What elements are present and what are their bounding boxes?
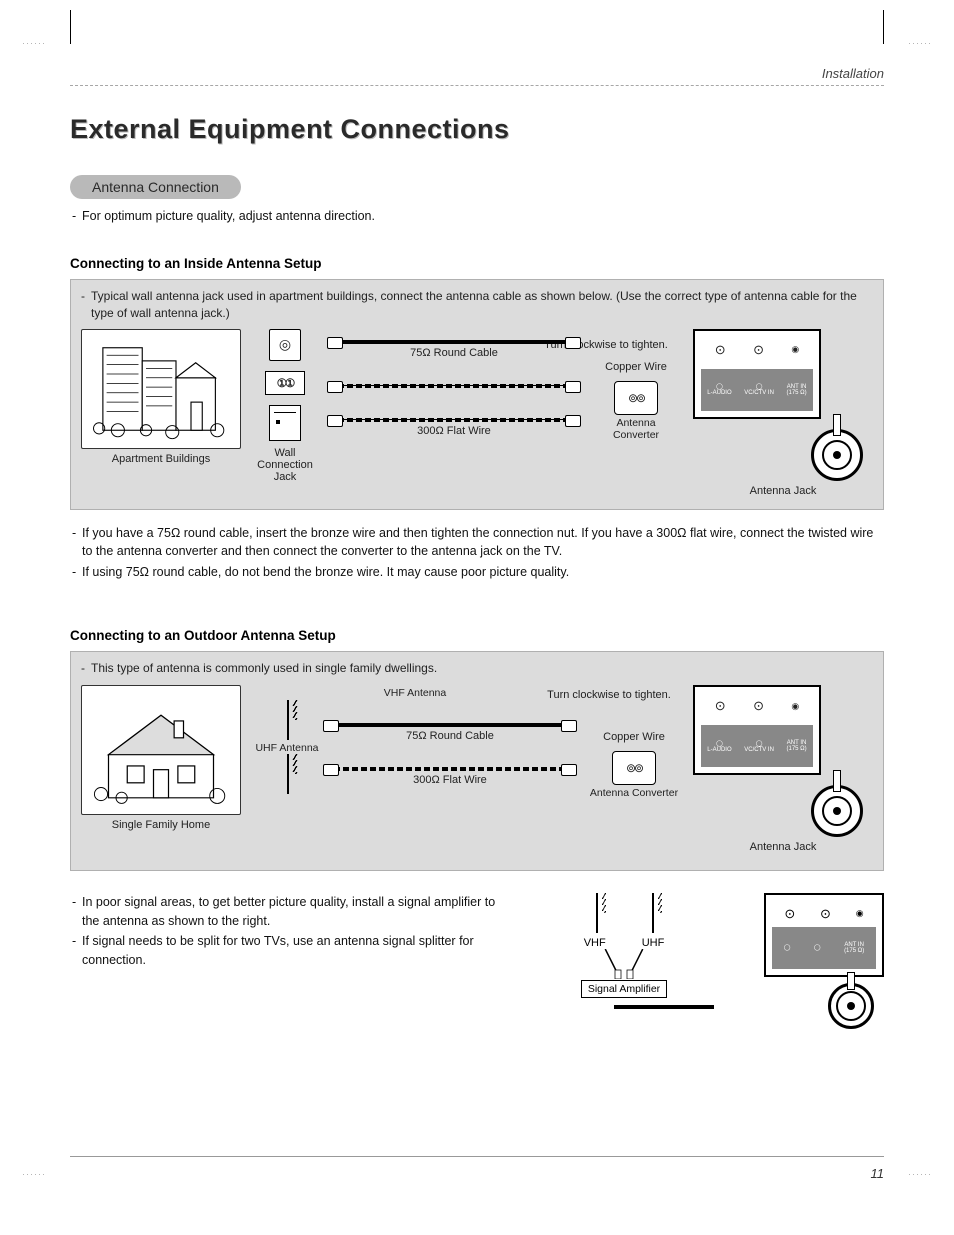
outdoor-antenna-jack-label: Antenna Jack (693, 841, 873, 853)
outdoor-notes-after: -In poor signal areas, to get better pic… (70, 893, 500, 972)
amp-uhf-antenna-icon (637, 893, 667, 939)
crop-mark-left (70, 10, 71, 44)
outdoor-note-1: If signal needs to be split for two TVs,… (82, 932, 500, 970)
outdoor-antenna-jack-icon (811, 785, 863, 837)
uhf-antenna-label: UHF Antenna (255, 742, 319, 755)
tv-bottom-ports: ◯L-AUDIO ◯VC/CTV IN ANT IN(175 Ω) (701, 369, 813, 411)
header-rule (70, 85, 884, 86)
amp-tv-back-panel: ⊙⊙◉ ◯◯ ANT IN(175 Ω) (764, 893, 884, 977)
outdoor-flat-wire-icon (325, 762, 575, 776)
outdoor-round-cable-icon (325, 718, 575, 732)
outdoor-heading: Connecting to an Outdoor Antenna Setup (70, 628, 884, 643)
note-adjust-antenna: - For optimum picture quality, adjust an… (72, 207, 884, 226)
registration-dots-bottom-right: ······ (908, 1169, 932, 1179)
outdoor-converter-icon (612, 751, 656, 785)
wall-jack-illustrations: ◎ ①① (255, 329, 315, 441)
flat-wire-icon-2 (329, 413, 579, 427)
outdoor-note-0: In poor signal areas, to get better pict… (82, 893, 500, 931)
outdoor-tighten-label: Turn clockwise to tighten. (539, 689, 679, 701)
twin-jack-icon: ①① (265, 371, 305, 395)
cable-illustrations: 75Ω Round Cable 300Ω Flat Wire (329, 329, 579, 437)
inside-heading: Connecting to an Inside Antenna Setup (70, 256, 884, 271)
outdoor-copper-wire-label: Copper Wire (589, 731, 679, 743)
amp-cable-icon (614, 1004, 714, 1010)
note-text: For optimum picture quality, adjust ante… (82, 207, 375, 226)
inside-note-0: If you have a 75Ω round cable, insert th… (82, 524, 884, 562)
amplifier-diagram: VHF UHF Signal Amplifier ⊙⊙◉ (524, 893, 884, 1029)
vhf-antenna-label: VHF Antenna (255, 687, 575, 700)
inside-notes-after: -If you have a 75Ω round cable, insert t… (70, 524, 884, 582)
amp-vhf-antenna-icon (581, 893, 611, 939)
outdoor-intro-text: This type of antenna is commonly used in… (91, 660, 437, 677)
inside-intro: - Typical wall antenna jack used in apar… (81, 288, 873, 323)
header-section-label: Installation (70, 66, 884, 85)
amp-wires-icon (564, 949, 684, 979)
apartment-buildings-icon (86, 334, 236, 444)
inside-note-1: If using 75Ω round cable, do not bend th… (82, 563, 569, 582)
registration-dots-bottom-left: ······ (22, 1169, 46, 1179)
antenna-converter-icon (614, 381, 658, 415)
apartment-illustration (81, 329, 241, 449)
vhf-antenna-icon (267, 700, 307, 740)
house-illustration (81, 685, 241, 815)
outdoor-diagram-box: -This type of antenna is commonly used i… (70, 651, 884, 871)
outdoor-converter-label: Antenna Converter (589, 787, 679, 800)
antenna-connection-pill: Antenna Connection (70, 175, 241, 199)
antenna-jack-icon (811, 429, 863, 481)
apartment-caption: Apartment Buildings (81, 453, 241, 465)
antenna-converter-label: Antenna Converter (593, 417, 679, 442)
inside-diagram-box: - Typical wall antenna jack used in apar… (70, 279, 884, 510)
outdoor-tv-back-panel: ⊙⊙◉ ◯L-AUDIO ◯VC/CTV IN ANT IN(175 Ω) (693, 685, 821, 775)
page-number: 11 (871, 1166, 885, 1181)
signal-amplifier-box: Signal Amplifier (581, 980, 667, 999)
flat-wire-icon-1 (329, 379, 579, 393)
coax-jack-icon: ◎ (269, 329, 301, 361)
page-title: External Equipment Connections (70, 114, 884, 145)
tv-back-panel: ⊙⊙◉ ◯L-AUDIO ◯VC/CTV IN ANT IN(175 Ω) (693, 329, 821, 419)
single-family-caption: Single Family Home (81, 819, 241, 831)
copper-wire-label: Copper Wire (593, 361, 679, 373)
crop-mark-right (883, 10, 884, 44)
registration-dots-right: ······ (908, 38, 932, 48)
antenna-jack-label: Antenna Jack (693, 485, 873, 497)
footer-rule (70, 1156, 884, 1157)
round-cable-icon (329, 335, 579, 349)
amp-antenna-jack-icon (828, 983, 874, 1029)
inside-intro-text: Typical wall antenna jack used in apartm… (91, 288, 873, 323)
wall-jack-caption: Wall Connection Jack (255, 447, 315, 483)
uhf-antenna-icon (267, 754, 307, 794)
registration-dots-left: ······ (22, 38, 46, 48)
flat-jack-icon (269, 405, 301, 441)
single-family-home-icon (86, 690, 236, 810)
tv-top-ports: ⊙⊙◉ (701, 337, 813, 363)
